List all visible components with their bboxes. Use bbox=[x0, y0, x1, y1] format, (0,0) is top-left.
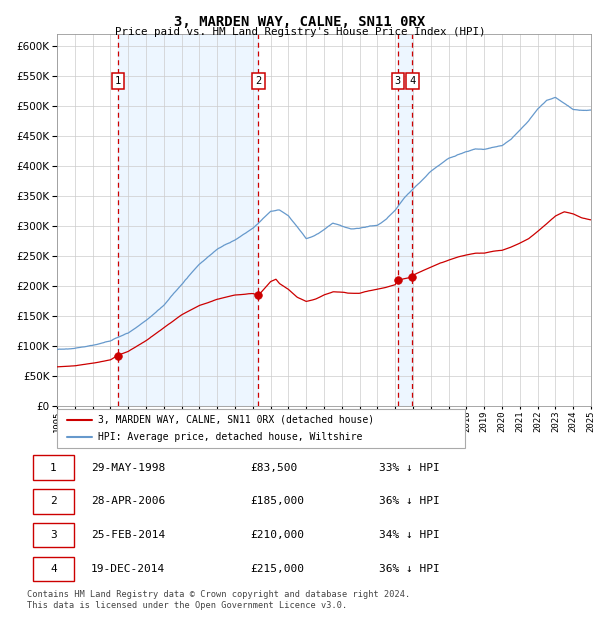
Text: 36% ↓ HPI: 36% ↓ HPI bbox=[379, 497, 439, 507]
Text: 25-FEB-2014: 25-FEB-2014 bbox=[91, 530, 166, 540]
Text: 4: 4 bbox=[50, 564, 57, 574]
Text: Contains HM Land Registry data © Crown copyright and database right 2024.: Contains HM Land Registry data © Crown c… bbox=[27, 590, 410, 600]
Bar bbox=[398, 34, 412, 406]
Text: 29-MAY-1998: 29-MAY-1998 bbox=[91, 463, 166, 472]
Bar bbox=[32, 557, 74, 581]
Text: 2: 2 bbox=[256, 76, 262, 86]
Text: Price paid vs. HM Land Registry's House Price Index (HPI): Price paid vs. HM Land Registry's House … bbox=[115, 27, 485, 37]
Text: 3: 3 bbox=[395, 76, 401, 86]
Text: 3, MARDEN WAY, CALNE, SN11 0RX (detached house): 3, MARDEN WAY, CALNE, SN11 0RX (detached… bbox=[98, 415, 374, 425]
Text: 1: 1 bbox=[50, 463, 57, 472]
Bar bbox=[32, 456, 74, 480]
Text: 4: 4 bbox=[409, 76, 416, 86]
Text: 3: 3 bbox=[50, 530, 57, 540]
Text: 3, MARDEN WAY, CALNE, SN11 0RX: 3, MARDEN WAY, CALNE, SN11 0RX bbox=[175, 16, 425, 30]
Bar bbox=[32, 523, 74, 547]
Text: 36% ↓ HPI: 36% ↓ HPI bbox=[379, 564, 439, 574]
Text: £210,000: £210,000 bbox=[250, 530, 304, 540]
Text: £83,500: £83,500 bbox=[250, 463, 298, 472]
Text: This data is licensed under the Open Government Licence v3.0.: This data is licensed under the Open Gov… bbox=[27, 601, 347, 611]
Bar bbox=[32, 489, 74, 513]
Text: 2: 2 bbox=[50, 497, 57, 507]
Text: £215,000: £215,000 bbox=[250, 564, 304, 574]
Text: HPI: Average price, detached house, Wiltshire: HPI: Average price, detached house, Wilt… bbox=[98, 432, 362, 442]
Text: 19-DEC-2014: 19-DEC-2014 bbox=[91, 564, 166, 574]
Text: 1: 1 bbox=[115, 76, 121, 86]
Text: 33% ↓ HPI: 33% ↓ HPI bbox=[379, 463, 439, 472]
Text: 28-APR-2006: 28-APR-2006 bbox=[91, 497, 166, 507]
Bar bbox=[118, 34, 259, 406]
Text: 34% ↓ HPI: 34% ↓ HPI bbox=[379, 530, 439, 540]
Text: £185,000: £185,000 bbox=[250, 497, 304, 507]
